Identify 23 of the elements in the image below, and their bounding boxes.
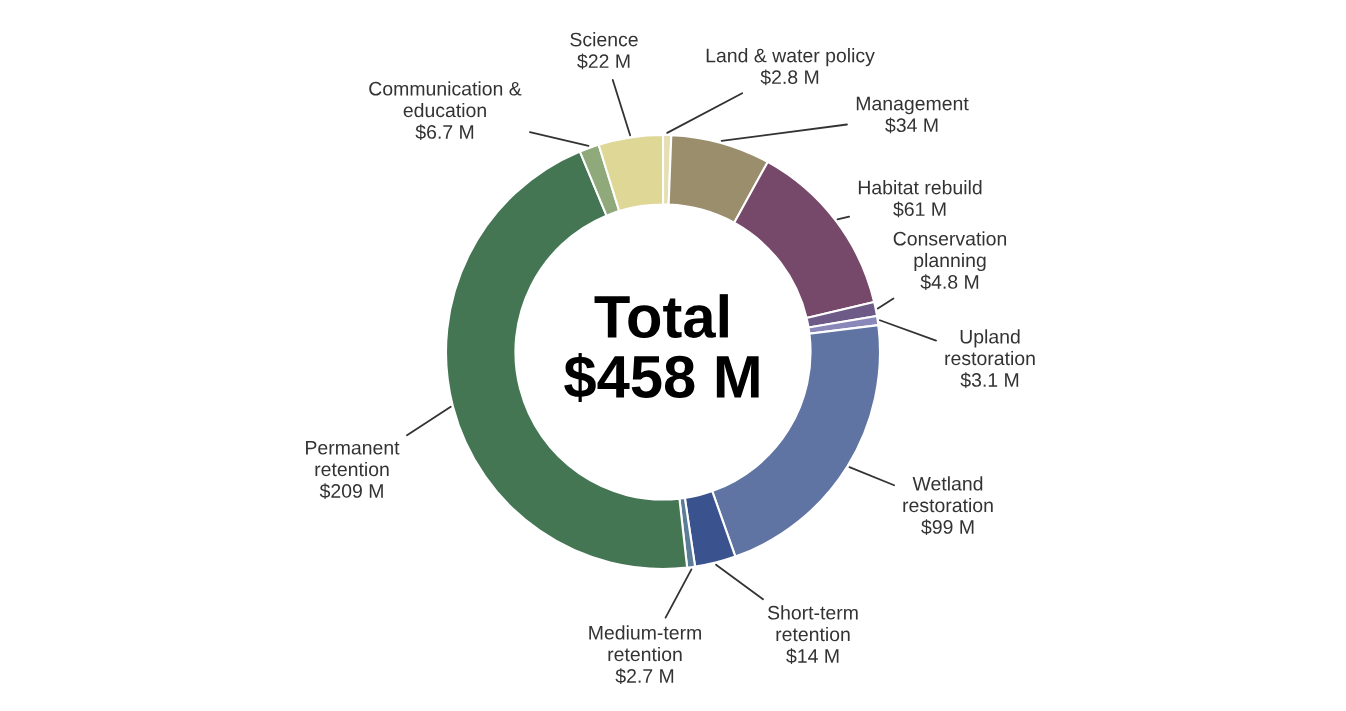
slice-label: Habitat rebuild	[858, 180, 982, 195]
data-label: $61 M	[893, 201, 946, 218]
data-label: $209 M	[319, 483, 383, 500]
slice-label: Communication & education	[369, 81, 522, 118]
data-label: $2.7 M	[615, 668, 674, 685]
data-label: $34 M	[885, 117, 938, 134]
text: Total $458 M	[564, 294, 759, 402]
data-label: $6.7 M	[415, 124, 474, 141]
slice-label: Science	[570, 32, 638, 47]
data-label: $2.8 M	[760, 69, 819, 86]
slice-label: Management	[856, 96, 969, 115]
slice-label: Wetland restoration	[903, 476, 993, 513]
data-label: $14 M	[786, 648, 839, 665]
data-label: $3.1 M	[960, 372, 1019, 389]
data-label: $22 M	[577, 53, 630, 70]
slice-label: Permanent retention	[306, 441, 400, 477]
data-label: $4.8 M	[920, 274, 979, 291]
slice-label: Medium-term retention	[589, 625, 701, 662]
slice-label: Upland restoration	[945, 329, 1035, 366]
slice-label: Land & water policy	[706, 48, 875, 67]
data-label: $99 M	[921, 519, 974, 536]
slice-label: Short-term retention	[767, 605, 858, 642]
slice-label: Conservation planning	[893, 231, 1007, 272]
